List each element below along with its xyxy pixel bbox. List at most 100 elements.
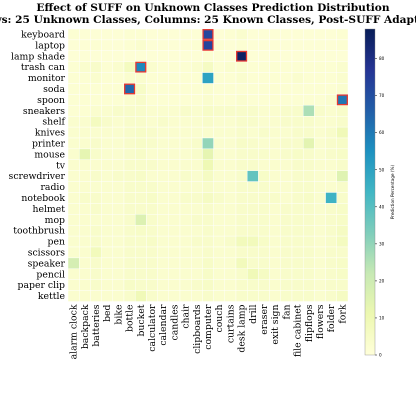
- heatmap-cell: [303, 170, 315, 182]
- heatmap-cell: [179, 94, 192, 106]
- heatmap-cell: [291, 61, 304, 73]
- colorbar-gradient: [364, 28, 376, 356]
- heatmap-cell: [202, 50, 214, 62]
- heatmap-cell: [146, 39, 158, 52]
- heatmap-cell: [303, 94, 315, 106]
- heatmap-cell: [179, 28, 192, 41]
- heatmap-cell: [123, 50, 136, 62]
- heatmap-cell: [168, 50, 181, 62]
- column-label: flowers: [315, 304, 326, 339]
- heatmap-cell: [258, 214, 270, 226]
- heatmap-cell: [123, 39, 136, 52]
- heatmap-cell: [67, 181, 80, 193]
- heatmap-cell: [90, 235, 102, 248]
- heatmap-cell: [280, 224, 293, 237]
- heatmap-cell: [202, 148, 214, 160]
- heatmap-cell: [134, 214, 147, 226]
- heatmap-cell: [280, 170, 293, 182]
- heatmap-cell: [213, 39, 226, 52]
- heatmap-cell: [190, 126, 203, 139]
- heatmap-cell: [123, 159, 136, 171]
- heatmap-cell: [258, 268, 270, 280]
- heatmap-cell: [246, 192, 259, 204]
- heatmap-cell: [258, 28, 270, 41]
- heatmap-cell: [235, 181, 248, 193]
- heatmap-cell: [78, 137, 91, 150]
- heatmap-cell: [101, 28, 113, 41]
- colorbar-tick-label: 60: [379, 130, 385, 135]
- heatmap-cell: [123, 148, 136, 160]
- heatmap-cell: [67, 126, 80, 139]
- heatmap-cell: [168, 115, 181, 128]
- heatmap-cell: [157, 203, 170, 215]
- heatmap-cell: [168, 203, 181, 215]
- heatmap-cell: [303, 83, 315, 95]
- heatmap-cell: [123, 115, 136, 128]
- heatmap-cell: [336, 50, 349, 62]
- heatmap-cell: [112, 126, 125, 139]
- heatmap-cell: [258, 170, 270, 182]
- heatmap-cell: [112, 83, 125, 95]
- heatmap-cell: [101, 257, 113, 269]
- heatmap-cell: [168, 268, 181, 280]
- heatmap-cell: [67, 279, 80, 291]
- heatmap-cell: [179, 39, 192, 52]
- heatmap-cell: [246, 28, 259, 41]
- heatmap-cell: [146, 94, 158, 106]
- heatmap-cell: [179, 126, 192, 139]
- heatmap-cell: [146, 181, 158, 193]
- heatmap-cell: [90, 148, 102, 160]
- heatmap-cell: [213, 159, 226, 171]
- heatmap-cell: [101, 83, 113, 95]
- heatmap-cell: [246, 126, 259, 139]
- heatmap-cell: [269, 257, 282, 269]
- heatmap-cell: [280, 235, 293, 248]
- heatmap-cell: [291, 268, 304, 280]
- heatmap-cell: [246, 235, 259, 248]
- heatmap-cell: [224, 61, 237, 73]
- heatmap-cell: [78, 61, 91, 73]
- heatmap-cell: [269, 50, 282, 62]
- heatmap-cell: [112, 115, 125, 128]
- heatmap-cell: [258, 290, 270, 302]
- heatmap-cell: [336, 192, 349, 204]
- heatmap-cell: [291, 181, 304, 193]
- column-labels: alarm clock backpack batteries bed bike bottl…: [69, 304, 349, 359]
- heatmap-cell: [258, 94, 270, 106]
- heatmap-cell: [123, 72, 136, 84]
- heatmap-cell: [179, 268, 192, 280]
- heatmap-cell: [168, 72, 181, 84]
- heatmap-cell: [336, 203, 349, 215]
- heatmap-cell: [325, 72, 338, 84]
- heatmap-cell: [314, 126, 326, 139]
- heatmap-cell: [90, 290, 102, 302]
- heatmap-cell: [101, 159, 113, 171]
- heatmap-cell: [314, 214, 326, 226]
- heatmap-cell: [213, 224, 226, 237]
- heatmap-cell: [179, 257, 192, 269]
- heatmap-cell: [202, 257, 214, 269]
- heatmap-cell: [112, 50, 125, 62]
- heatmap-cell: [303, 50, 315, 62]
- heatmap-cell: [325, 115, 338, 128]
- heatmap-cell: [213, 268, 226, 280]
- heatmap-cell: [280, 72, 293, 84]
- heatmap-cell: [280, 203, 293, 215]
- heatmap-cell: [90, 105, 102, 117]
- heatmap-cell: [146, 115, 158, 128]
- heatmap-cell: [134, 83, 147, 95]
- heatmap-cell: [157, 126, 170, 139]
- heatmap-cell: [146, 170, 158, 182]
- heatmap-cell: [314, 257, 326, 269]
- colorbar-tick-label: 80: [379, 56, 385, 61]
- heatmap-cell: [224, 39, 237, 52]
- heatmap-cell: [325, 224, 338, 237]
- column-label: clipboards: [192, 304, 203, 354]
- heatmap-cell: [280, 94, 293, 106]
- row-label: knives: [35, 128, 65, 139]
- heatmap-cell: [269, 235, 282, 248]
- heatmap-cell: [269, 214, 282, 226]
- heatmap-cell: [67, 235, 80, 248]
- heatmap-cell: [235, 83, 248, 95]
- heatmap-cell: [202, 203, 214, 215]
